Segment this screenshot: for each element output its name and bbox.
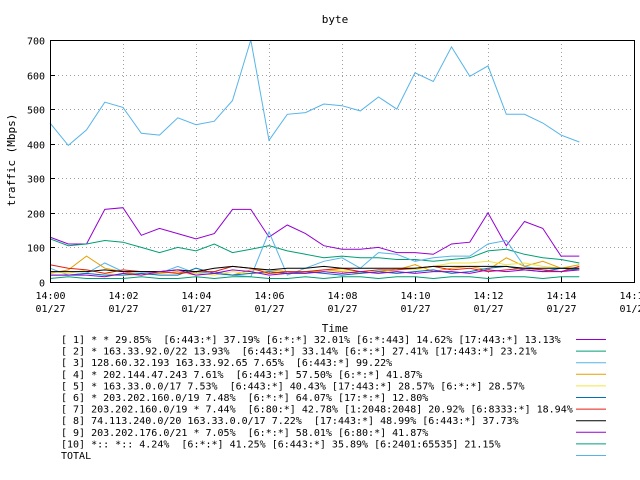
- x-tick-label-date: 01/27: [181, 304, 211, 315]
- chart-title: byte: [322, 13, 349, 26]
- y-tick-label: 400: [27, 141, 45, 152]
- x-tick-label-time: 14:08: [327, 291, 357, 302]
- legend: [ 1] * * 29.85% [6:443:*] 37.19% [6:*:*]…: [61, 335, 606, 462]
- y-tick-label: 500: [27, 106, 45, 117]
- legend-entry-label: [ 9] 203.202.176.0/21 * 7.05% [6:*:*] 58…: [61, 428, 428, 439]
- x-tick-label-date: 01/27: [35, 304, 65, 315]
- x-axis-label: Time: [322, 322, 349, 335]
- legend-entry-label: [ 7] 203.202.160.0/19 * 7.44% [6:80:*] 4…: [61, 405, 573, 416]
- y-tick-label: 0: [39, 279, 45, 290]
- y-tick-label: 200: [27, 210, 45, 221]
- x-tick-label-date: 01/27: [327, 304, 357, 315]
- legend-entry-label: [ 6] * 203.202.160.0/19 7.48% [6:*:*] 64…: [61, 393, 428, 404]
- x-tick-label-time: 14:00: [35, 291, 65, 302]
- x-tick-label-date: 01/27: [108, 304, 138, 315]
- legend-entry-label: [10] *:: *:: 4.24% [6:*:*] 41.25% [6:443…: [61, 439, 501, 450]
- grid: [50, 40, 634, 282]
- legend-entry-label: [ 2] * 163.33.92.0/22 13.93% [6:443:*] 3…: [61, 347, 537, 358]
- series-line-1: [49, 207, 580, 257]
- x-tick-label-date: 01/27: [546, 304, 576, 315]
- y-tick-label: 100: [27, 244, 45, 255]
- y-tick-label: 700: [27, 37, 45, 48]
- x-tick-label-time: 14:06: [254, 291, 284, 302]
- x-tick-label-time: 14:14: [546, 291, 576, 302]
- legend-entry-label: [ 8] 74.113.240.0/20 163.33.0.0/17 7.22%…: [61, 416, 519, 427]
- legend-entry-label: [ 3] 128.60.32.193 163.33.92.65 7.65% [6…: [61, 358, 392, 369]
- series-line-2: [49, 238, 580, 264]
- y-tick-label: 600: [27, 72, 45, 83]
- series-line-10: [49, 276, 580, 280]
- series-line-11: [49, 39, 580, 147]
- legend-entry-label: [ 1] * * 29.85% [6:443:*] 37.19% [6:*:*]…: [61, 335, 561, 346]
- y-axis-label: traffic (Mbps): [5, 114, 18, 207]
- x-tick-label-time: 14:16: [619, 291, 640, 302]
- x-tick-label-date: 01/27: [619, 304, 640, 315]
- series-line-9: [50, 269, 580, 278]
- legend-entry-label: TOTAL: [61, 451, 91, 462]
- x-axis-ticks: 14:00 01/27 14:02 01/27 14:04 01/27 14:06 01/27…: [35, 277, 640, 315]
- x-tick-label-time: 14:10: [400, 291, 430, 302]
- series-line-8: [50, 265, 580, 273]
- legend-entry-label: [ 5] * 163.33.0.0/17 7.53% [6:443:*] 40.…: [61, 381, 525, 392]
- y-tick-label: 300: [27, 175, 45, 186]
- x-tick-label-time: 14:02: [108, 291, 138, 302]
- series-lines: [49, 39, 580, 280]
- plot-frame: [50, 40, 635, 283]
- x-tick-label-time: 14:04: [181, 291, 211, 302]
- x-tick-label-date: 01/27: [400, 304, 430, 315]
- legend-entry-label: [ 4] * 202.144.47.243 7.61% [6:443:*] 57…: [61, 370, 422, 381]
- x-tick-label-date: 01/27: [254, 304, 284, 315]
- x-tick-label-date: 01/27: [473, 304, 503, 315]
- x-tick-label-time: 14:12: [473, 291, 503, 302]
